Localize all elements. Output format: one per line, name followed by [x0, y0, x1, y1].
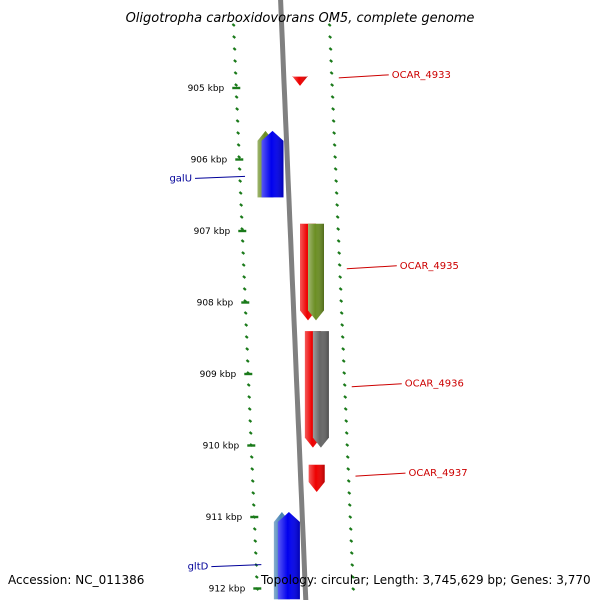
genome-title: Oligotropha carboxidovorans OM5, complet… [126, 11, 475, 26]
gene-label: gltD [188, 562, 262, 573]
leader-line [351, 383, 402, 388]
gene-label-text: OCAR_4937 [408, 468, 467, 479]
gene-arrow [312, 331, 329, 448]
backbone-line [278, 0, 309, 600]
cds-arrow [292, 75, 308, 86]
ruler-tick-label: 909 kbp [200, 370, 237, 380]
gene-label: OCAR_4937 [355, 468, 468, 479]
accession-text: Accession: NC_011386 [8, 573, 145, 587]
gene-label: OCAR_4933 [338, 70, 451, 81]
cds-arrow [261, 130, 284, 198]
ruler-tick-label: 907 kbp [194, 227, 231, 237]
leader-line [211, 564, 262, 568]
genome-summary-text: Topology: circular; Length: 3,745,629 bp… [261, 573, 591, 587]
gene-label: OCAR_4936 [351, 379, 464, 390]
cds-arrow [308, 464, 325, 492]
gene-label-text: gltD [188, 562, 209, 573]
gene-arrow [308, 223, 324, 321]
gene-label-text: galU [169, 173, 192, 184]
leader-line [355, 472, 406, 477]
ruler-tick-label: 908 kbp [197, 299, 234, 309]
gene-label: OCAR_4935 [346, 261, 459, 272]
gene-label-text: OCAR_4936 [405, 379, 464, 390]
ruler-tick-label: 910 kbp [203, 442, 240, 452]
leader-line [346, 265, 397, 270]
gene-label: galU [169, 173, 246, 184]
ruler-tick-label: 912 kbp [209, 585, 246, 595]
gene-label-text: OCAR_4933 [392, 70, 451, 81]
backbone [278, 0, 309, 600]
leader-line [195, 175, 246, 179]
ruler-tick-label: 906 kbp [191, 156, 228, 166]
kbp-ruler: 905 kbp 906 kbp 907 kbp 908 kbp 909 kbp 910 k… [188, 84, 262, 595]
gene-label-text: OCAR_4935 [400, 261, 459, 272]
ring-inner-dots [231, 23, 260, 591]
gene-features [257, 75, 329, 600]
dotted-rings [231, 23, 356, 591]
cds-arrow [277, 512, 300, 600]
ring-outer-dots [327, 23, 356, 591]
gene-labels: OCAR_4933 galU OCAR_4935 OCAR_4936 OCAR_4937… [169, 70, 467, 573]
leader-line [338, 74, 389, 79]
ruler-tick-label: 905 kbp [188, 84, 225, 94]
ruler-tick-label: 911 kbp [206, 513, 243, 523]
